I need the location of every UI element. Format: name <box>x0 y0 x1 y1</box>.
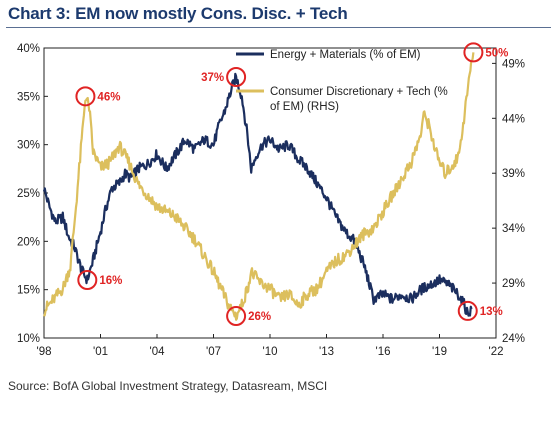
right-tick-label: 24% <box>502 333 525 345</box>
left-tick-label: 15% <box>17 285 40 297</box>
left-tick-label: 20% <box>17 236 40 248</box>
chart-title: Chart 3: EM now mostly Cons. Disc. + Tec… <box>8 4 348 23</box>
x-tick-label: '13 <box>319 346 334 358</box>
right-tick-label: 49% <box>502 58 525 70</box>
right-tick-label: 34% <box>502 223 525 235</box>
annotation-label: 16% <box>99 275 122 287</box>
energy-materials-line <box>42 72 473 317</box>
legend: Energy + Materials (% of EM) Consumer Dis… <box>236 49 448 113</box>
source-note: Source: BofA Global Investment Strategy,… <box>8 379 328 393</box>
x-tick-label: '98 <box>37 346 52 358</box>
right-tick-label: 39% <box>502 168 525 180</box>
annotation-label: 46% <box>97 91 120 103</box>
x-axis-ticks: '98 '01 '04 '07 '10 '13 '16 '19 '22 <box>37 334 504 358</box>
right-tick-label: 29% <box>502 278 525 290</box>
annotation-circle <box>226 306 247 327</box>
annotation-circle <box>75 86 96 107</box>
title-divider <box>6 27 551 28</box>
left-tick-label: 35% <box>17 91 40 103</box>
x-tick-label: '22 <box>489 346 504 358</box>
annotation-label: 50% <box>485 47 508 59</box>
annotation-circle <box>226 67 247 87</box>
legend-label-energy: Energy + Materials (% of EM) <box>270 49 421 61</box>
annotations: 46% 16% 37% 26% 50% 13% <box>75 42 508 327</box>
left-tick-label: 40% <box>17 43 40 55</box>
x-tick-label: '07 <box>206 346 221 358</box>
right-tick-label: 44% <box>502 113 525 125</box>
annotation-circle <box>77 270 98 290</box>
x-tick-label: '10 <box>263 346 278 358</box>
left-axis-ticks: 10% 15% 20% 25% 30% 35% 40% <box>17 43 48 345</box>
legend-label-cdtech: Consumer Discretionary + Tech (% of EM) (… <box>270 86 448 113</box>
annotation-label: 37% <box>201 72 224 84</box>
x-tick-label: '16 <box>376 346 391 358</box>
left-tick-label: 25% <box>17 188 40 200</box>
x-tick-label: '04 <box>150 346 166 358</box>
annotation-label: 13% <box>480 306 503 318</box>
left-tick-label: 10% <box>17 333 40 345</box>
x-tick-label: '19 <box>432 346 447 358</box>
cd-tech-line <box>43 52 475 321</box>
right-axis-ticks: 24% 29% 34% 39% 44% 49% <box>492 58 525 345</box>
left-tick-label: 30% <box>17 140 40 152</box>
series-layer <box>42 52 475 321</box>
x-tick-label: '01 <box>93 346 108 358</box>
annotation-circle <box>457 300 478 321</box>
annotation-label: 26% <box>248 311 271 323</box>
annotation-circle <box>463 42 484 63</box>
